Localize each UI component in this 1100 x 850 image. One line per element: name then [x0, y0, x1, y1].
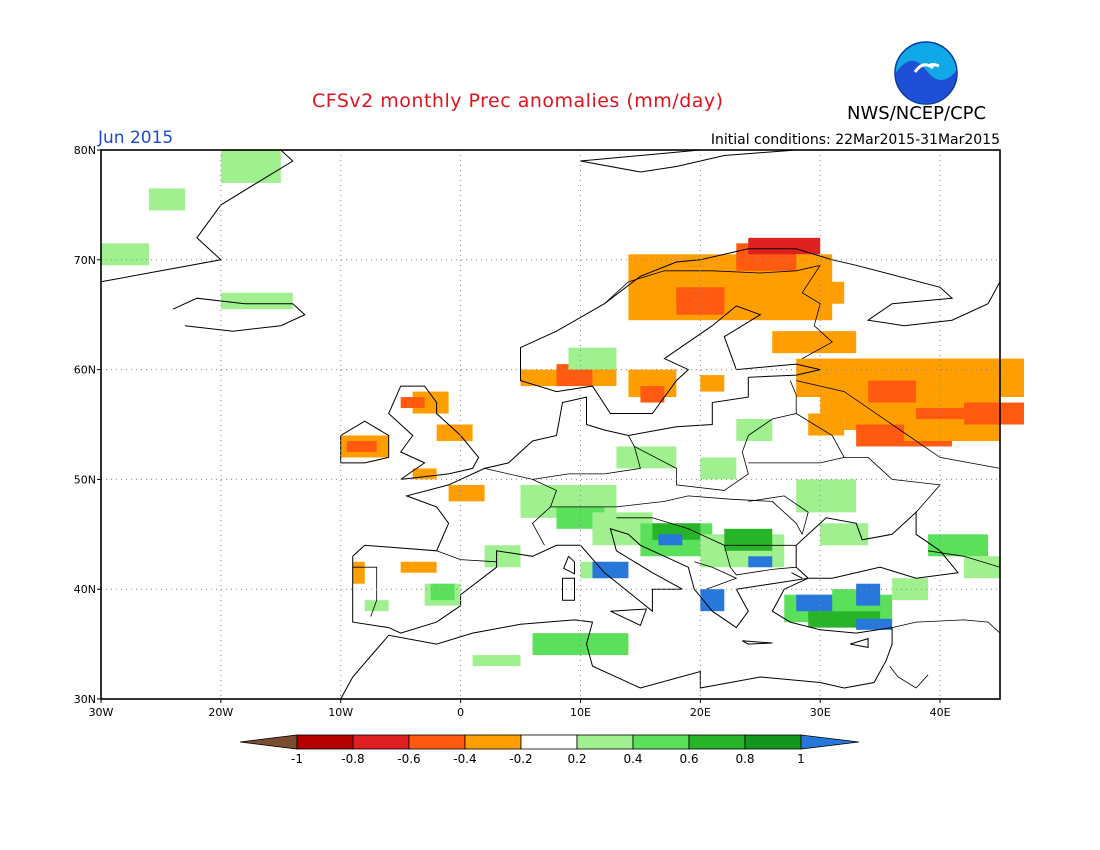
coastlines [100, 149, 1001, 700]
valid-month-label: Jun 2015 [98, 128, 174, 148]
color-legend: -1 -0.8 -0.6 -0.4 -0.2 0.2 0.4 0.6 0.8 1 [239, 734, 860, 766]
lon-tick-label: 20E [690, 706, 711, 719]
lat-tick-label: 40N [74, 583, 96, 596]
legend-swatch [632, 734, 690, 750]
lat-tick-label: 60N [74, 364, 96, 377]
legend-swatch [576, 734, 634, 750]
legend-tick-label: -0.2 [509, 752, 532, 766]
agency-label: NWS/NCEP/CPC [847, 103, 987, 124]
lon-tick-label: 0 [457, 706, 464, 719]
lon-tick-label: 30W [89, 706, 114, 719]
legend-tick-label: -1 [291, 752, 303, 766]
legend-tick-label: 1 [797, 752, 805, 766]
legend-tick-label: 0.2 [567, 752, 586, 766]
legend-swatch [744, 734, 802, 750]
lat-tick-label: 70N [74, 254, 96, 267]
lat-tick-label: 50N [74, 473, 96, 486]
legend-tick-label: 0.4 [623, 752, 642, 766]
legend-swatch [296, 734, 354, 750]
legend-tick-label: 0.8 [735, 752, 754, 766]
legend-swatch [520, 734, 578, 750]
initial-conditions-label: Initial conditions: 22Mar2015-31Mar2015 [710, 132, 1000, 148]
map-title: CFSv2 monthly Prec anomalies (mm/day) [312, 90, 724, 112]
legend-tick-label: 0.6 [679, 752, 698, 766]
lon-tick-label: 10E [570, 706, 591, 719]
legend-tick-label: -0.8 [341, 752, 364, 766]
legend-swatch-min [239, 734, 298, 750]
legend-swatch [352, 734, 410, 750]
legend-tick-label: -0.6 [397, 752, 420, 766]
legend-tick-label: -0.4 [453, 752, 476, 766]
lon-tick-label: 10W [328, 706, 353, 719]
anomaly-cells [101, 150, 1024, 667]
axis-ticks: 30W 20W 10W 0 10E 20E 30E 40E 80N 70N 60N 50N 40N 30N [74, 144, 951, 719]
noaa-logo-icon [894, 41, 958, 105]
legend-swatch-max [800, 734, 860, 750]
map-frame [100, 149, 1001, 700]
lon-tick-label: 40E [930, 706, 951, 719]
lon-tick-label: 30E [810, 706, 831, 719]
legend-swatch [688, 734, 746, 750]
lat-tick-label: 80N [74, 144, 96, 157]
legend-swatch [408, 734, 466, 750]
legend-swatch [464, 734, 522, 750]
lon-tick-label: 20W [208, 706, 233, 719]
lat-tick-label: 30N [74, 693, 96, 706]
